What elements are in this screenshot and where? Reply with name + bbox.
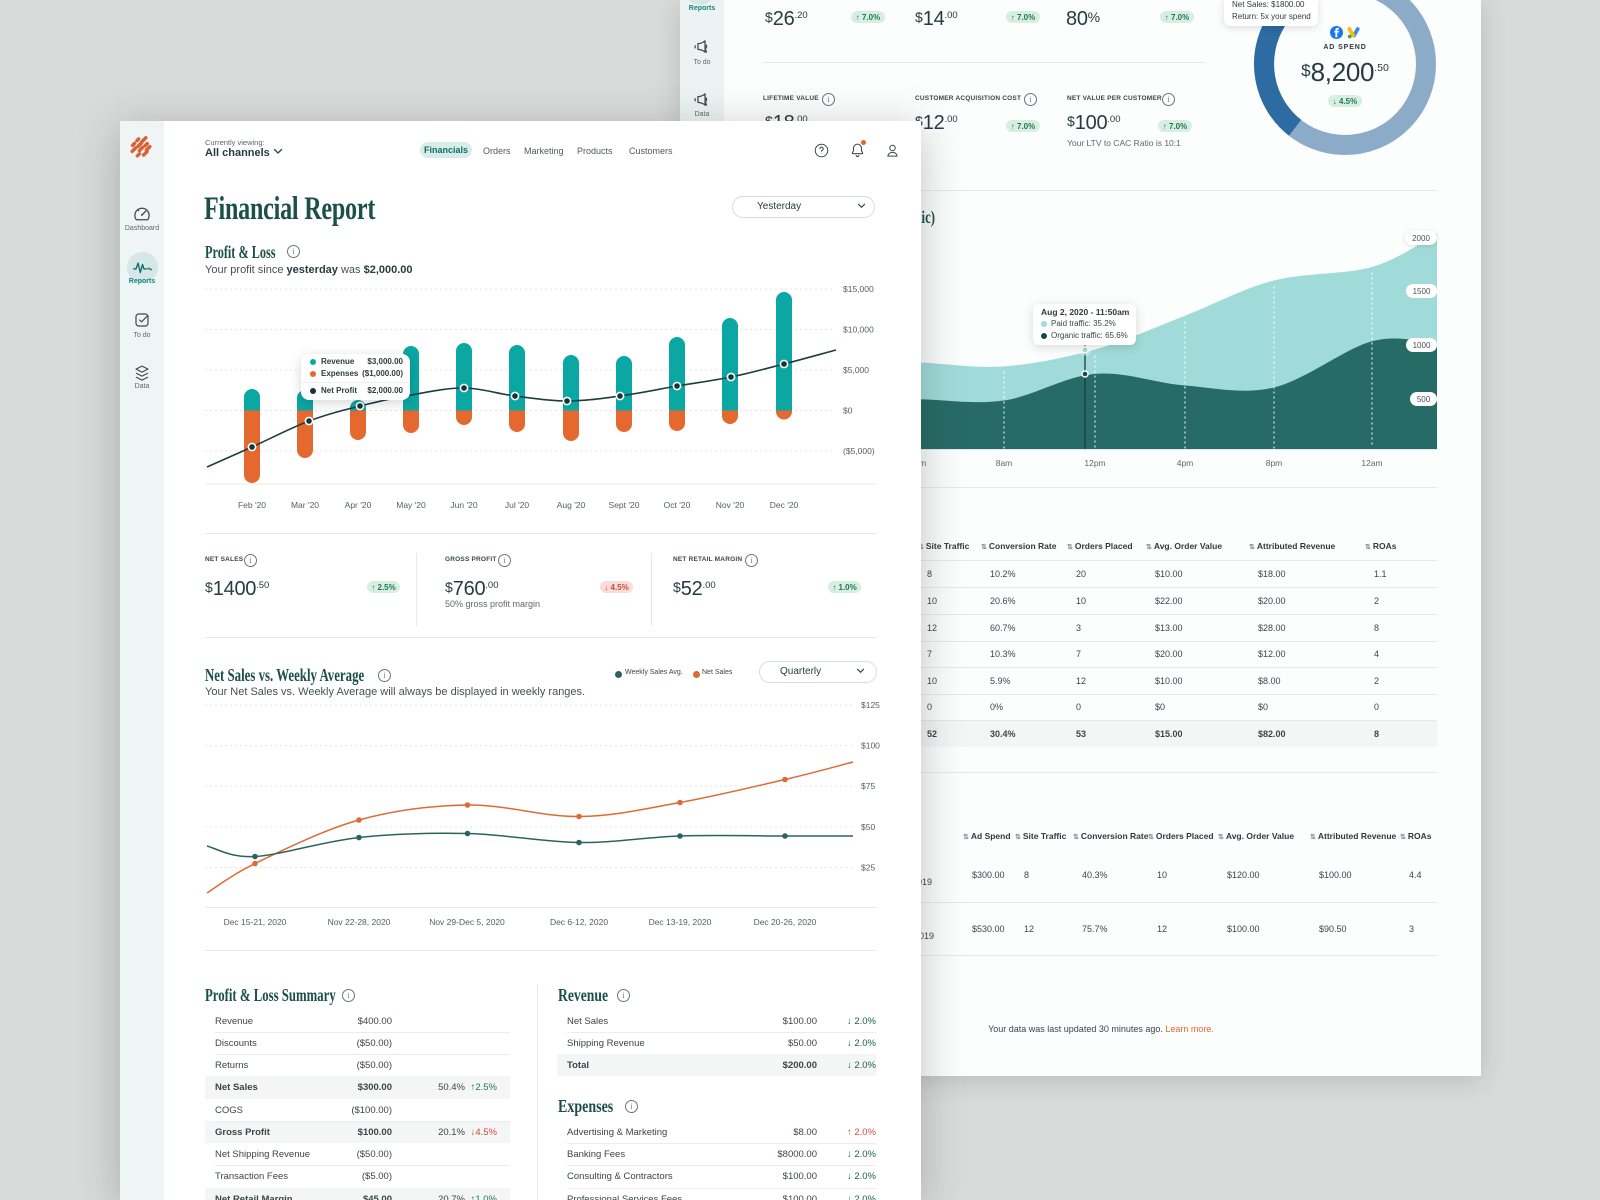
svg-text:Mar '20: Mar '20 [291,500,319,510]
svg-text:Dec 6-12, 2020: Dec 6-12, 2020 [550,917,608,927]
svg-text:Jun '20: Jun '20 [450,500,477,510]
svg-text:Nov '20: Nov '20 [716,500,745,510]
svg-text:Nov 29-Dec 5, 2020: Nov 29-Dec 5, 2020 [429,917,505,927]
svg-text:Dec 15-21, 2020: Dec 15-21, 2020 [224,917,287,927]
svg-text:($5,000): ($5,000) [843,446,875,456]
svg-text:$5,000: $5,000 [843,365,869,375]
svg-text:Nov 22-28, 2020: Nov 22-28, 2020 [328,917,391,927]
svg-text:Jul '20: Jul '20 [505,500,530,510]
svg-text:Feb '20: Feb '20 [238,500,266,510]
svg-text:$0: $0 [843,406,853,416]
svg-text:$25: $25 [861,863,875,873]
svg-text:Aug '20: Aug '20 [557,500,586,510]
svg-text:$10,000: $10,000 [843,325,874,335]
svg-text:Dec 20-26, 2020: Dec 20-26, 2020 [754,917,817,927]
svg-text:Dec '20: Dec '20 [770,500,799,510]
svg-text:Oct '20: Oct '20 [664,500,691,510]
svg-text:May '20: May '20 [396,500,426,510]
svg-text:$15,000: $15,000 [843,284,874,294]
svg-text:Dec 13-19, 2020: Dec 13-19, 2020 [649,917,712,927]
svg-text:$100: $100 [861,741,880,751]
svg-text:Sept '20: Sept '20 [609,500,640,510]
svg-text:$75: $75 [861,781,875,791]
svg-text:$125: $125 [861,700,880,710]
svg-text:Apr '20: Apr '20 [345,500,372,510]
svg-text:$50: $50 [861,822,875,832]
